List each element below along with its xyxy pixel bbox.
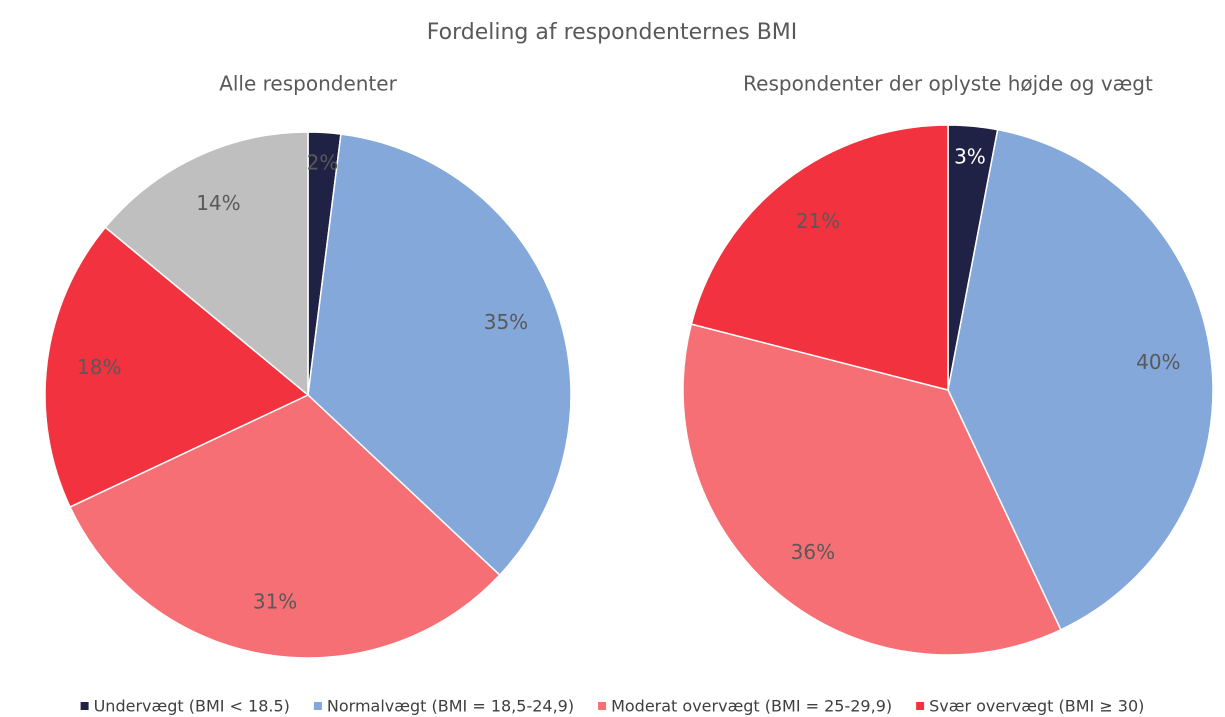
legend-label: Svær overvægt (BMI ≥ 30) — [929, 697, 1144, 716]
data-label: 18% — [77, 355, 121, 379]
data-label: 21% — [796, 209, 840, 233]
legend-swatch — [313, 702, 322, 710]
data-label: 40% — [1136, 350, 1180, 374]
data-label: 3% — [954, 144, 986, 168]
chart-title: Fordeling af respondenternes BMI — [427, 20, 798, 45]
legend-swatch — [916, 702, 925, 710]
legend: Undervægt (BMI < 18.5) Normalvægt (BMI = … — [80, 697, 1144, 716]
pie-slice — [104, 131, 309, 397]
legend-swatch — [80, 702, 89, 710]
legend-label: Moderat overvægt (BMI = 25-29,9) — [611, 697, 892, 716]
pie-slice — [947, 128, 1214, 631]
pie-slice — [682, 323, 1062, 656]
data-label: 31% — [253, 589, 297, 613]
pie-title: Respondenter der oplyste højde og vægt — [743, 72, 1153, 96]
data-label: 2% — [307, 151, 339, 175]
data-label: 14% — [196, 191, 240, 215]
data-label: 35% — [484, 310, 528, 334]
pie-slice — [44, 226, 310, 508]
pie-slice — [690, 124, 949, 391]
pie-slice — [307, 133, 572, 577]
legend-swatch — [598, 702, 607, 710]
legend-label: Normalvægt (BMI = 18,5-24,9) — [327, 697, 574, 716]
pie-title: Alle respondenter — [219, 72, 397, 96]
pie-slice — [69, 394, 501, 659]
legend-label: Undervægt (BMI < 18.5) — [94, 697, 290, 716]
data-label: 36% — [791, 540, 835, 564]
